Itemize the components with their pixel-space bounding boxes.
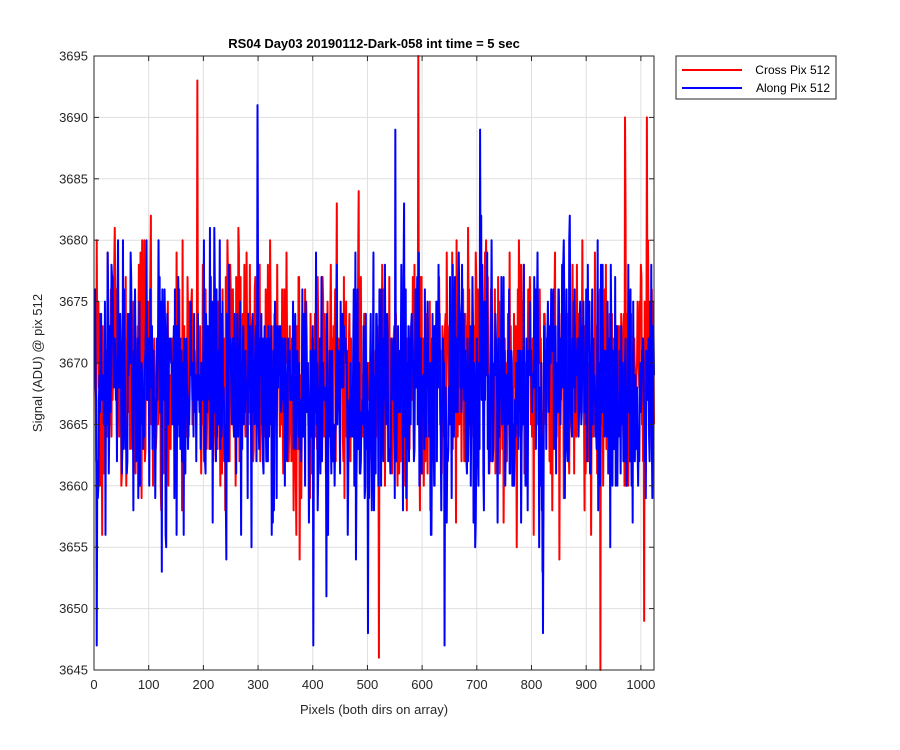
y-tick-label: 3660 [59, 478, 88, 493]
y-tick-label: 3670 [59, 356, 88, 371]
y-tick-label: 3645 [59, 663, 88, 678]
series-line-along [93, 104, 655, 647]
legend-label-cross: Cross Pix 512 [755, 63, 830, 77]
x-tick-label: 600 [411, 677, 433, 692]
x-tick-label: 900 [575, 677, 597, 692]
ticks [93, 55, 654, 671]
y-tick-label: 3650 [59, 601, 88, 616]
x-tick-label: 700 [466, 677, 488, 692]
x-tick-label: 0 [90, 677, 97, 692]
x-tick-label: 200 [193, 677, 215, 692]
x-tick-label: 500 [357, 677, 379, 692]
x-tick-label: 100 [138, 677, 160, 692]
y-tick-label: 3675 [59, 294, 88, 309]
x-axis-label: Pixels (both dirs on array) [300, 702, 448, 717]
y-tick-label: 3690 [59, 110, 88, 125]
x-tick-label: 1000 [626, 677, 655, 692]
y-tick-label: 3685 [59, 171, 88, 186]
legend-box [675, 55, 837, 100]
x-tick-label: 800 [521, 677, 543, 692]
chart-title: RS04 Day03 20190112-Dark-058 int time = … [228, 36, 520, 51]
legend: Cross Pix 512 Along Pix 512 [675, 55, 837, 100]
y-tick-labels: 3645 3650 3655 3660 3665 3670 3675 3680 3685 3690… [59, 49, 88, 678]
y-tick-label: 3695 [59, 49, 88, 64]
y-tick-label: 3665 [59, 417, 88, 432]
legend-label-along: Along Pix 512 [756, 81, 830, 95]
series-group [93, 55, 655, 671]
x-tick-label: 300 [247, 677, 269, 692]
y-tick-label: 3680 [59, 233, 88, 248]
y-axis-label: Signal (ADU) @ pix 512 [30, 294, 45, 432]
y-tick-label: 3655 [59, 540, 88, 555]
x-tick-label: 400 [302, 677, 324, 692]
x-tick-labels: 0 100 200 300 400 500 600 700 800 900 1000 [90, 677, 655, 692]
